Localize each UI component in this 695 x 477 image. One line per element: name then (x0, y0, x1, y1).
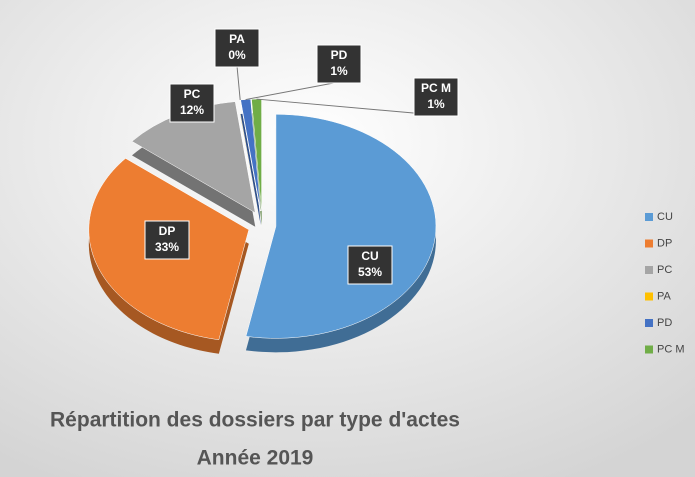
legend-label: DP (657, 237, 672, 249)
label-value: 53% (358, 265, 382, 279)
label-category: PC M (421, 81, 451, 95)
label-value: 1% (330, 64, 348, 78)
chart-subtitle: Année 2019 (197, 447, 314, 470)
legend-label: PD (657, 317, 672, 329)
label-category: PA (229, 32, 245, 46)
label-category: CU (361, 249, 378, 263)
legend-swatch (645, 319, 653, 327)
label-box (169, 83, 215, 123)
label-box (214, 28, 260, 68)
label-category: PD (331, 48, 348, 62)
legend-label: CU (657, 211, 673, 223)
legend-swatch (645, 292, 653, 301)
leader-line (245, 81, 340, 101)
legend-swatch (645, 213, 653, 221)
chart-title: Répartition des dossiers par type d'acte… (50, 409, 460, 432)
leader-line (236, 65, 241, 101)
legend-label: PC (657, 264, 672, 276)
leader-line (256, 98, 437, 116)
label-value: 33% (155, 240, 179, 254)
label-value: 1% (427, 97, 445, 111)
slice-side (240, 113, 261, 226)
label-value: 12% (180, 103, 204, 117)
label-value: 0% (228, 48, 246, 62)
label-box (316, 44, 362, 84)
label-category: PC (184, 87, 201, 101)
legend-swatch (645, 266, 653, 274)
label-category: DP (159, 224, 176, 238)
legend-label: PA (657, 290, 672, 302)
legend-label: PC M (657, 343, 685, 355)
slice-side (240, 113, 261, 226)
label-box (413, 77, 459, 117)
legend-swatch (645, 345, 653, 354)
label-box (347, 245, 393, 285)
legend-swatch (645, 239, 653, 248)
label-box (144, 220, 190, 260)
